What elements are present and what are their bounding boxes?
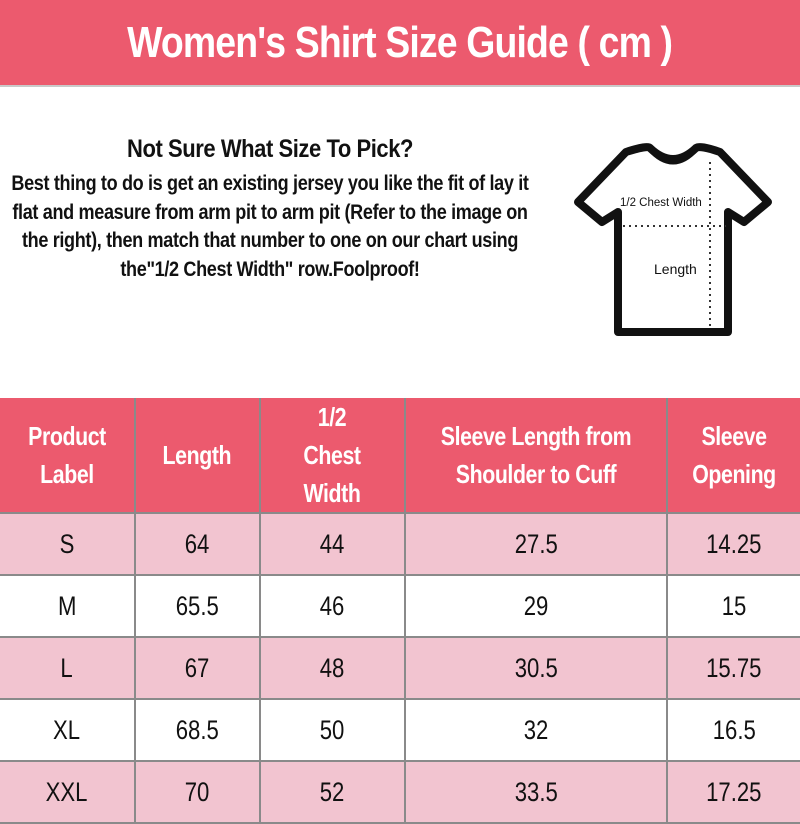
- cell-sleeve-length: 32: [403, 698, 668, 762]
- cell-sleeve-opening: 17.25: [665, 760, 800, 824]
- cell-length: 68.5: [133, 698, 261, 762]
- header-chest-width: 1/2 Chest Width: [258, 398, 406, 514]
- page-title: Women's Shirt Size Guide ( cm ): [127, 17, 673, 67]
- header-sleeve-opening: Sleeve Opening: [665, 398, 800, 514]
- cell-sleeve-length: 30.5: [403, 636, 668, 700]
- cell-size: XXL: [0, 760, 136, 824]
- table-row: S 64 44 27.5 14.25: [0, 512, 800, 576]
- intro-body: Best thing to do is get an existing jers…: [11, 172, 529, 281]
- cell-chest: 52: [258, 760, 406, 824]
- cell-sleeve-opening: 16.5: [665, 698, 800, 762]
- tshirt-diagram-icon: 1/2 Chest Width Length: [574, 143, 772, 336]
- cell-sleeve-opening: 15: [665, 574, 800, 638]
- table-header-row: Product Label Length 1/2 Chest Width Sle…: [0, 398, 800, 514]
- cell-chest: 50: [258, 698, 406, 762]
- size-table: Product Label Length 1/2 Chest Width Sle…: [0, 398, 800, 824]
- length-label: Length: [654, 261, 697, 277]
- header-product-label: Product Label: [0, 398, 136, 514]
- cell-sleeve-opening: 15.75: [665, 636, 800, 700]
- intro-section: Not Sure What Size To Pick? Best thing t…: [0, 135, 540, 284]
- table-row: L 67 48 30.5 15.75: [0, 636, 800, 700]
- table-row: M 65.5 46 29 15: [0, 574, 800, 638]
- header-length: Length: [133, 398, 261, 514]
- table-row: XL 68.5 50 32 16.5: [0, 698, 800, 762]
- cell-length: 65.5: [133, 574, 261, 638]
- cell-size: M: [0, 574, 136, 638]
- cell-length: 70: [133, 760, 261, 824]
- cell-size: L: [0, 636, 136, 700]
- shirt-outline: [574, 143, 772, 336]
- header-sleeve-length: Sleeve Length from Shoulder to Cuff: [403, 398, 668, 514]
- cell-length: 67: [133, 636, 261, 700]
- cell-sleeve-length: 27.5: [403, 512, 668, 576]
- cell-sleeve-length: 33.5: [403, 760, 668, 824]
- cell-sleeve-opening: 14.25: [665, 512, 800, 576]
- cell-size: S: [0, 512, 136, 576]
- cell-size: XL: [0, 698, 136, 762]
- chest-label: 1/2 Chest Width: [620, 197, 702, 209]
- shirt-collar: [647, 145, 699, 165]
- cell-length: 64: [133, 512, 261, 576]
- cell-chest: 46: [258, 574, 406, 638]
- cell-chest: 44: [258, 512, 406, 576]
- title-banner: Women's Shirt Size Guide ( cm ): [0, 0, 800, 87]
- cell-chest: 48: [258, 636, 406, 700]
- table-row: XXL 70 52 33.5 17.25: [0, 760, 800, 824]
- intro-heading: Not Sure What Size To Pick?: [127, 135, 413, 163]
- cell-sleeve-length: 29: [403, 574, 668, 638]
